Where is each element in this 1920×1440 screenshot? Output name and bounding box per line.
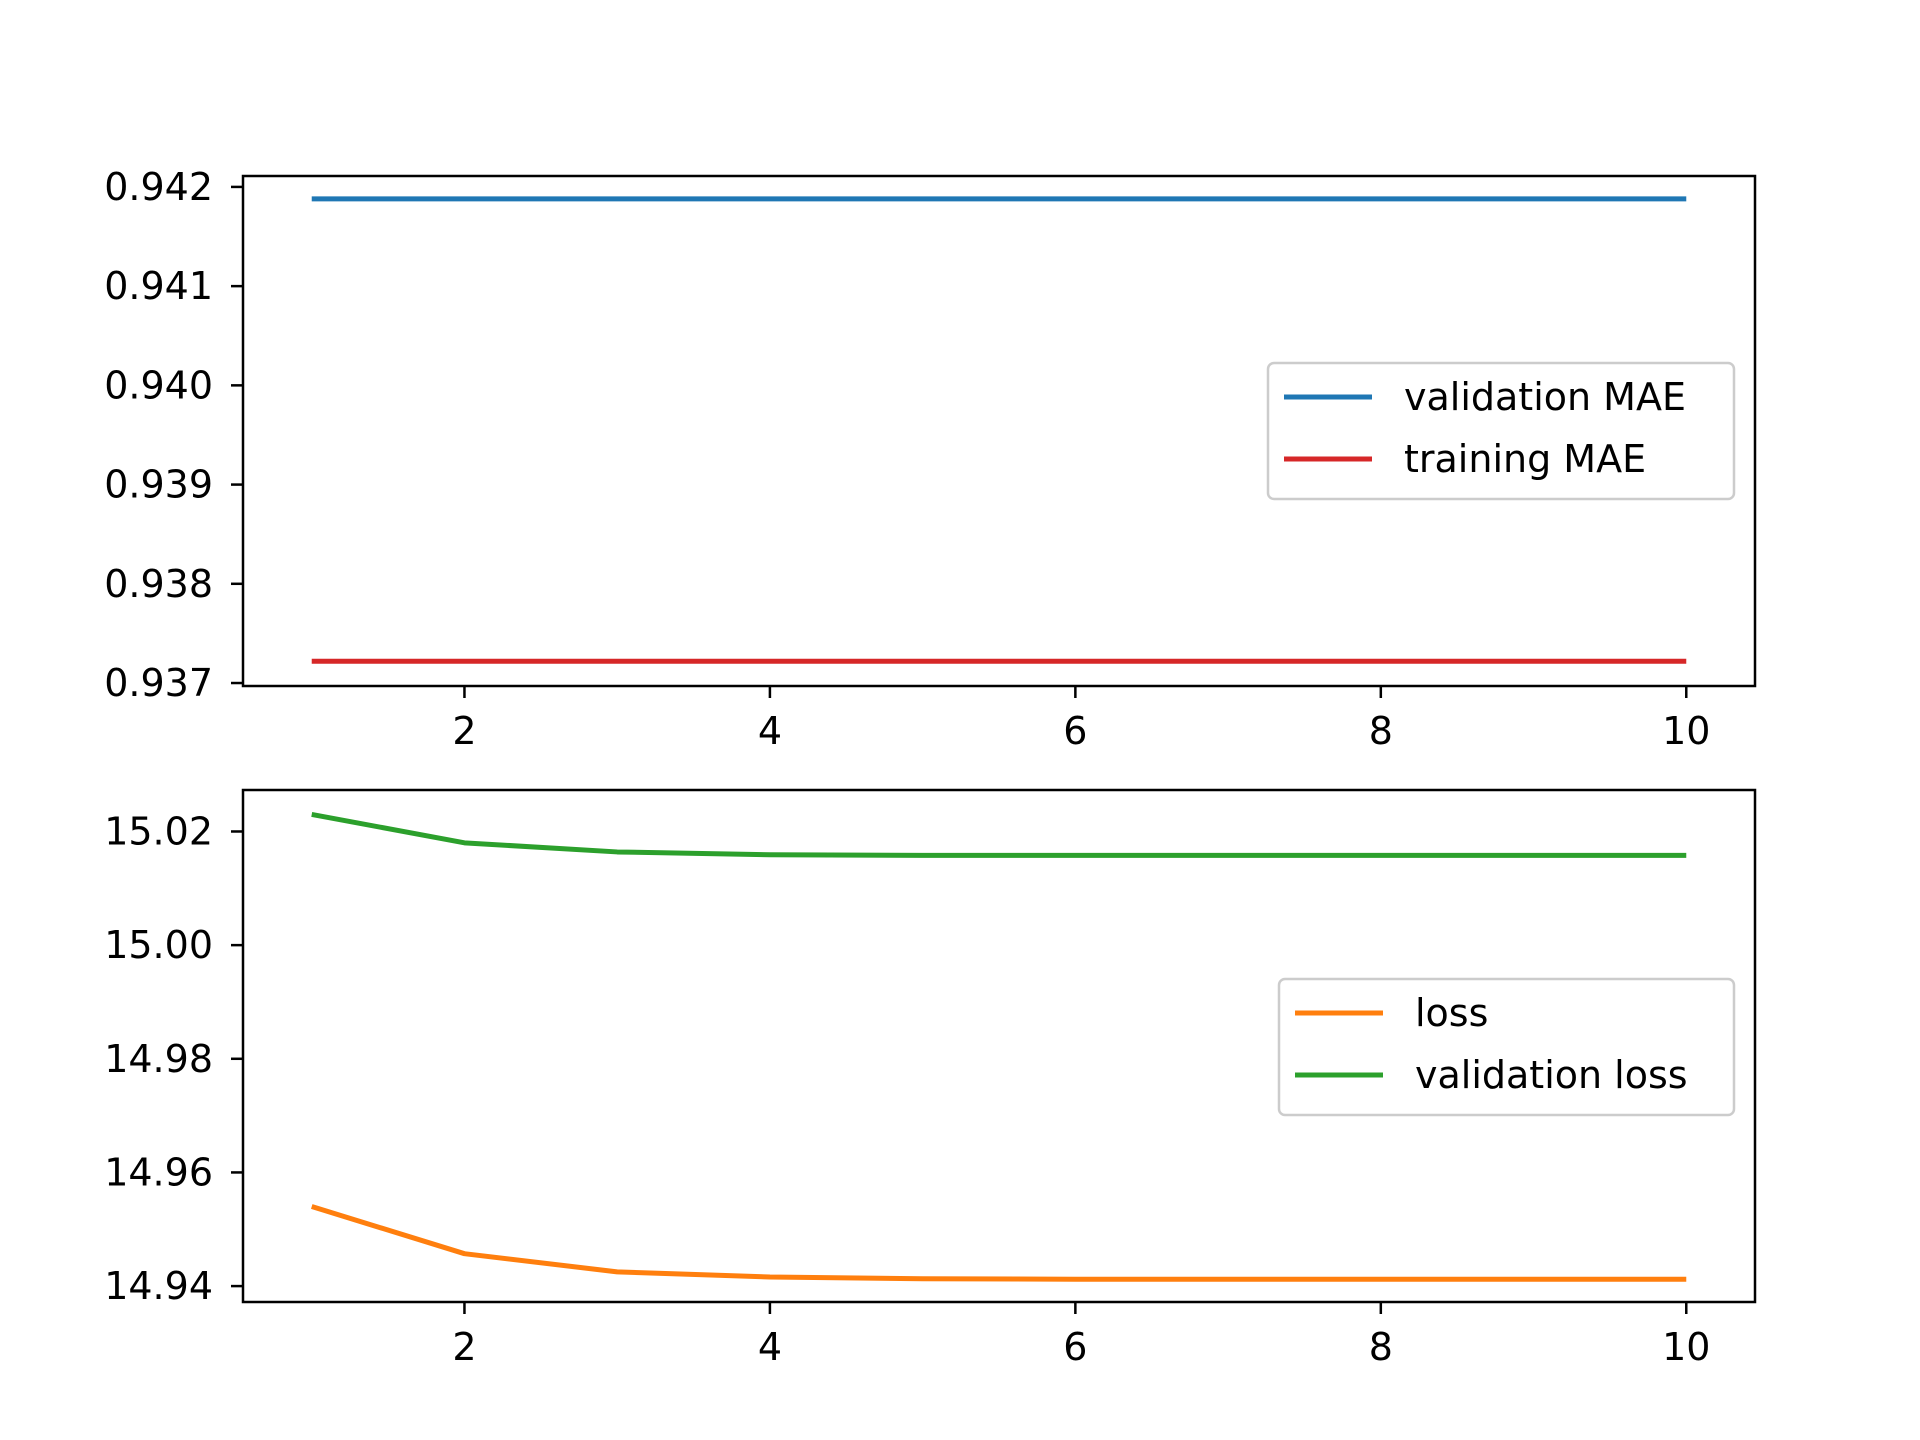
- x-tick-label: 4: [758, 709, 782, 753]
- x-tick-label: 8: [1369, 1325, 1393, 1369]
- axes-frame: [241, 174, 1757, 688]
- x-tick-label: 10: [1662, 1325, 1710, 1369]
- y-tick-label: 0.941: [104, 264, 213, 308]
- x-tick-label: 4: [758, 1325, 782, 1369]
- y-tick-label: 0.942: [104, 165, 213, 209]
- legend-box: [1277, 977, 1736, 1117]
- loss-chart-panel: 2 4 6 8 10 14.94 14.96 14.98 15.00 15.02 loss valid…: [104, 788, 1757, 1369]
- y-tick-label: 14.94: [104, 1264, 213, 1308]
- y-tick-label: 14.98: [104, 1037, 213, 1081]
- y-tick-label: 0.937: [104, 661, 213, 705]
- x-tick-label: 2: [452, 709, 476, 753]
- y-tick-label: 0.938: [104, 562, 213, 606]
- x-tick-label: 6: [1063, 709, 1087, 753]
- y-tick-label: 0.940: [104, 363, 213, 407]
- y-tick-label: 15.02: [104, 809, 213, 853]
- series-line-validation-loss: [311, 811, 1687, 858]
- axes-frame: [241, 788, 1757, 1304]
- series-line-loss: [310, 1204, 1687, 1282]
- x-tick-label: 2: [452, 1325, 476, 1369]
- y-tick-label: 14.96: [104, 1150, 213, 1194]
- mae-chart-panel: 2 4 6 8 10 0.937 0.938 0.939 0.940 0.941 0.942 vali…: [104, 165, 1757, 753]
- legend-label-validation-mae: validation MAE: [1404, 375, 1686, 419]
- y-tick-label: 0.939: [104, 463, 213, 507]
- legend-label-loss: loss: [1415, 991, 1488, 1035]
- legend-label-training-mae: training MAE: [1404, 437, 1646, 481]
- x-tick-label: 8: [1369, 709, 1393, 753]
- y-tick-label: 15.00: [104, 923, 213, 967]
- x-tick-label: 10: [1662, 709, 1710, 753]
- legend-label-validation-loss: validation loss: [1415, 1053, 1688, 1097]
- x-tick-label: 6: [1063, 1325, 1087, 1369]
- legend-box: [1266, 361, 1736, 501]
